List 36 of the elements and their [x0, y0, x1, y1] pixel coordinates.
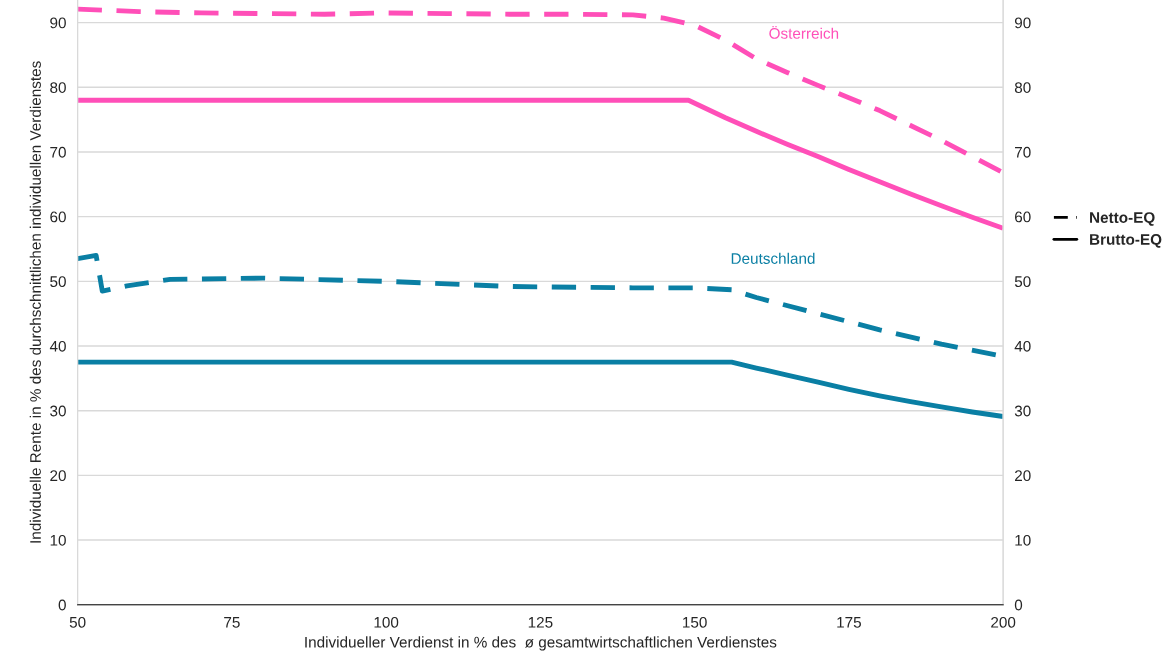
y-tick-label: 50: [50, 276, 66, 288]
y2-tick-label: 20: [1015, 470, 1031, 482]
series-label: Deutschland: [731, 252, 815, 264]
y-tick-label: 30: [50, 405, 66, 417]
x-tick-label: 150: [683, 616, 707, 628]
y-tick-label: 20: [50, 470, 66, 482]
series-label: Österreich: [769, 25, 839, 39]
x-axis-title: Individueller Verdienst in % des ø gesamtwirtschaftlichen Verdienstes: [305, 636, 777, 651]
y-tick-label: 60: [50, 211, 66, 223]
x-tick-label: 200: [991, 616, 1016, 628]
x-tick-label: 75: [224, 617, 240, 628]
y2-tick-label: 40: [1014, 340, 1031, 352]
y2-tick-label: 80: [1014, 82, 1031, 93]
x-tick-label: 125: [528, 616, 553, 628]
y-tick-label: 10: [50, 534, 66, 546]
y2-tick-label: 70: [1015, 146, 1031, 158]
y2-tick-label: 30: [1014, 405, 1031, 417]
line-series: [77, 97, 1004, 231]
y2-tick-label: 90: [1014, 17, 1031, 29]
y2-tick-label: 10: [1015, 534, 1031, 546]
y-tick-label: 40: [49, 340, 66, 352]
text: Netto-EQ: [1090, 212, 1155, 226]
x-tick-label: 100: [374, 616, 399, 628]
y-tick-label: 70: [50, 146, 66, 158]
y2-tick-label: 60: [1015, 211, 1031, 223]
line-series: [77, 359, 1004, 419]
y2-tick-label: 50: [1014, 276, 1031, 288]
y-tick-label: 90: [50, 17, 66, 29]
x-tick-label: 50: [69, 616, 86, 628]
line-series: [77, 6, 1004, 176]
y2-tick-label: 0: [1014, 599, 1023, 611]
y-axis-title: Individuelle Rente in % des durchschnittlichen individuellen Verdienstes: [29, 61, 41, 543]
text: Brutto-EQ: [1090, 234, 1162, 248]
y-tick-label: 80: [50, 82, 66, 93]
x-tick-label: 175: [837, 617, 861, 628]
y-tick-label: 0: [58, 599, 66, 611]
